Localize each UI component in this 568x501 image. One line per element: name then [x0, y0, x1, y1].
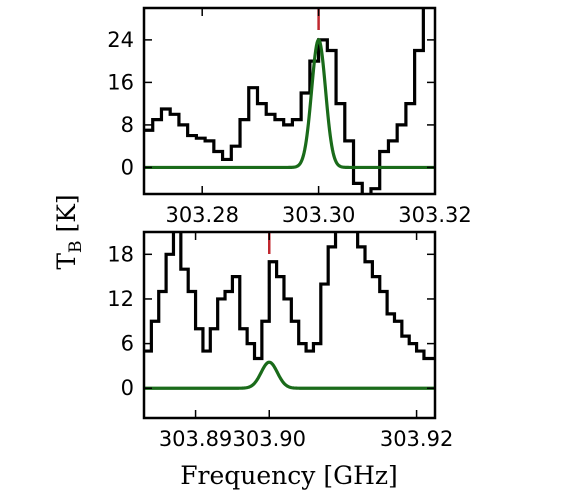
bottom-model-fit: [144, 360, 435, 390]
bottom-x-tick-label: 303.89: [159, 427, 232, 451]
y-axis-label-unit: [K]: [52, 194, 81, 240]
top-x-tick-label: 303.28: [165, 203, 238, 227]
x-axis-label: Frequency [GHz]: [180, 461, 398, 490]
top-model-fit: [144, 37, 435, 170]
y-axis-label-sub: B: [66, 240, 86, 253]
bottom-observed-spectrum: [144, 232, 435, 361]
bottom-y-tick-label: 12: [107, 287, 134, 311]
bottom-y-tick-label: 18: [107, 242, 134, 266]
top-y-tick-label: 8: [121, 113, 134, 137]
top-y-tick-label: 16: [107, 70, 134, 94]
bottom-panel: 303.89 303.90 303.92 0 6 12 18: [107, 230, 453, 451]
top-x-tick-label: 303.30: [282, 203, 355, 227]
bottom-x-tick-label: 303.92: [380, 427, 453, 451]
top-y-tick-label: 24: [107, 28, 134, 52]
top-observed-spectrum: [144, 8, 425, 194]
top-x-tick-label: 303.32: [398, 203, 471, 227]
top-panel-frame: [142, 6, 437, 196]
bottom-y-tick-label: 0: [121, 376, 134, 400]
bottom-panel-frame: [142, 230, 437, 420]
bottom-x-tick-label: 303.90: [232, 427, 305, 451]
y-axis-label-main: T: [52, 253, 81, 270]
bottom-y-tick-label: 6: [121, 332, 134, 356]
top-panel: 303.28 303.30 303.32 0 8 16 24: [107, 6, 472, 227]
top-y-tick-label: 0: [121, 155, 134, 179]
y-axis-label: TB [K]: [52, 194, 86, 269]
